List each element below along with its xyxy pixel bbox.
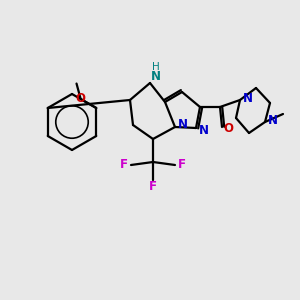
Text: H: H [152, 62, 160, 72]
Text: F: F [178, 158, 186, 172]
Text: N: N [178, 118, 188, 131]
Text: N: N [243, 92, 253, 106]
Text: N: N [151, 70, 161, 83]
Text: N: N [199, 124, 209, 136]
Text: O: O [223, 122, 233, 136]
Text: O: O [76, 92, 86, 106]
Text: F: F [120, 158, 128, 172]
Text: N: N [268, 115, 278, 128]
Text: F: F [149, 181, 157, 194]
